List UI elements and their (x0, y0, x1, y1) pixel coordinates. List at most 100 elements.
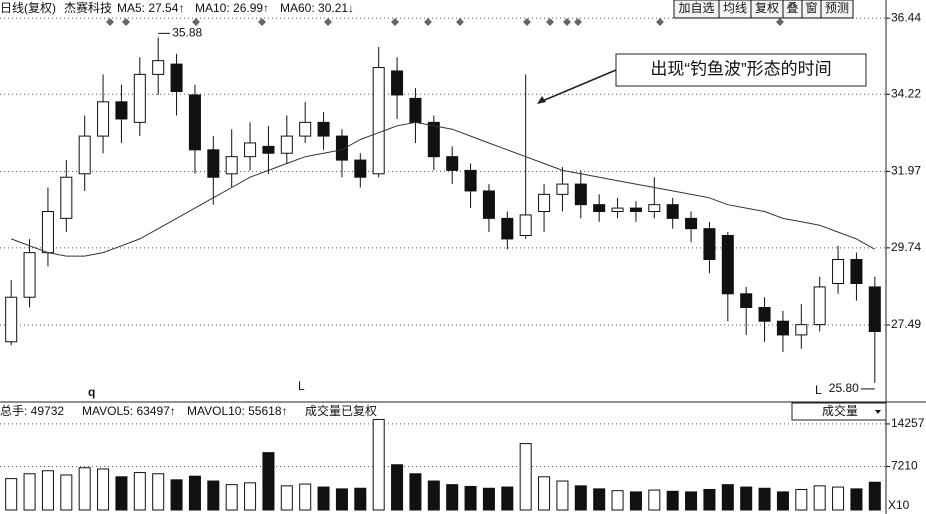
candle-body (225, 156, 238, 175)
volume-bar (538, 476, 551, 511)
volume-bar (5, 478, 18, 511)
candle-body (740, 293, 753, 308)
volume-bar (409, 473, 422, 511)
volume-bar (813, 485, 826, 511)
candle-body (133, 73, 146, 123)
volume-bar (97, 468, 110, 511)
annotation: 出现“钓鱼波”形态的时间 (650, 59, 831, 78)
volume-selector[interactable] (791, 402, 887, 421)
volume-bar (335, 488, 348, 511)
ma10-label: MA10: 26.99↑ (195, 1, 269, 15)
volume-bar (207, 480, 220, 511)
ma60-label: MA60: 30.21↓ (280, 1, 354, 15)
candle-body (795, 324, 808, 336)
volume-bar (41, 470, 54, 511)
volume-bar (648, 489, 661, 511)
volume-bar (427, 480, 440, 511)
volume-bar (317, 486, 330, 511)
period-mark: L (815, 383, 822, 397)
candle-body (372, 67, 385, 175)
toolbar-button-label[interactable]: 窗 (805, 1, 817, 15)
candle-body (115, 101, 128, 120)
volume-bar (482, 487, 495, 511)
y-tick-label: 29.74 (891, 240, 921, 254)
volume-bar (629, 491, 642, 511)
volume-tick-label: 7210 (891, 459, 918, 473)
volume-bar (152, 473, 165, 511)
candle-body (648, 204, 661, 213)
candle-body (60, 176, 73, 219)
candle-body (464, 169, 477, 192)
candle-body (391, 70, 404, 96)
toolbar-button-label[interactable]: 叠 (786, 1, 798, 15)
volume-bar (115, 476, 128, 511)
candle-body (23, 252, 36, 298)
volume-bar (280, 485, 293, 511)
candle-body (538, 193, 551, 213)
candle-body (207, 149, 220, 178)
volume-multiplier: X10 (888, 498, 910, 512)
volume-bar (574, 485, 587, 511)
y-tick-label: 27.49 (891, 317, 921, 331)
volume-bar (501, 486, 514, 511)
volume-note: 成交量已复权 (305, 403, 377, 418)
volume-bar (464, 485, 477, 511)
volume-bar (740, 486, 753, 511)
candle-body (97, 101, 110, 137)
candle-body (868, 286, 881, 332)
toolbar-button[interactable] (820, 0, 854, 19)
volume-bar (703, 488, 716, 511)
candle-body (188, 94, 201, 151)
volume-bar (23, 473, 36, 511)
volume-bar (556, 480, 569, 511)
volume-bar (593, 488, 606, 511)
candle-body (244, 142, 257, 158)
volume-bar (685, 491, 698, 511)
candle-body (78, 135, 91, 175)
volume-selector-label[interactable]: 成交量 (822, 403, 858, 418)
low-label: 25.80 (829, 381, 859, 395)
volume-bar (170, 479, 183, 511)
toolbar-button-label[interactable]: 复权 (755, 1, 779, 15)
candle-body (721, 235, 734, 295)
candle-body (611, 207, 624, 213)
candle-body (850, 259, 863, 285)
volume-bar (225, 484, 238, 511)
mavol5-label: MAVOL5: 63497↑ (82, 404, 176, 418)
high-label: 35.88 (172, 26, 202, 40)
candle-body (354, 159, 367, 178)
volume-bar (391, 464, 404, 511)
toolbar-button-label[interactable]: 均线 (723, 1, 747, 15)
volume-bar (850, 488, 863, 511)
volume-bar (519, 443, 532, 511)
volume-bar (78, 467, 91, 511)
volume-bar (188, 475, 201, 511)
candle-body (427, 121, 440, 158)
candle-body (152, 60, 165, 75)
volume-bar (299, 483, 312, 511)
toolbar-button-label[interactable]: 预测 (825, 1, 849, 15)
volume-bar (666, 490, 679, 511)
volume-bar (758, 487, 771, 511)
volume-total: 总手: 49732 (0, 404, 64, 418)
period-mark: q (88, 385, 95, 399)
candle-body (758, 306, 771, 322)
dropdown-icon[interactable] (875, 410, 881, 414)
candle-body (409, 97, 422, 123)
volume-bar (244, 482, 257, 511)
candle-body (446, 156, 459, 171)
candle-body (666, 204, 679, 219)
ma-line (11, 121, 876, 257)
annotation-box (615, 53, 867, 87)
volume-tick-label: 14257 (891, 416, 925, 430)
ma5-label: MA5: 27.54↑ (117, 1, 184, 15)
toolbar-button-label[interactable]: 加自选 (678, 1, 714, 15)
y-tick-label: 31.97 (891, 164, 921, 178)
period-mark: L (298, 379, 305, 393)
volume-bar (776, 491, 789, 511)
y-tick-label: 36.44 (891, 10, 921, 24)
candle-body (5, 296, 18, 343)
candle-body (262, 145, 275, 154)
volume-bar (446, 484, 459, 511)
